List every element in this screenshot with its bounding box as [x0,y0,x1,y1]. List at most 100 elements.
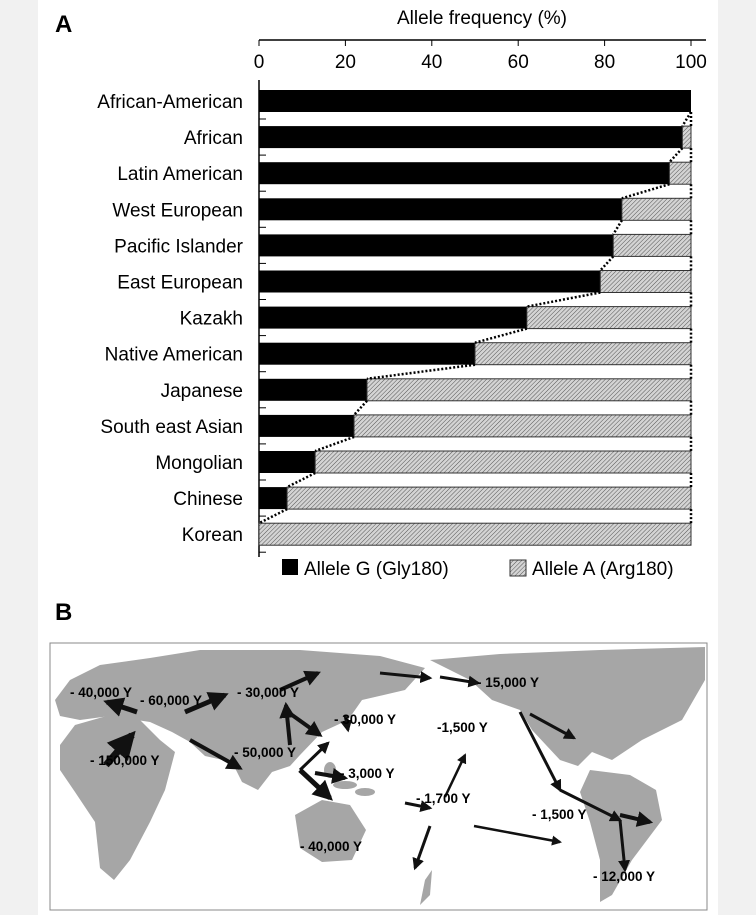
migration-arrow [518,711,562,793]
map-time-label: -1,500 Y [437,720,488,735]
map-time-label: - 12,000 Y [593,869,655,884]
category-label: Japanese [161,381,243,402]
land-australia [295,800,366,862]
connector-line [681,111,693,127]
migration-arrow [529,712,577,740]
map-time-label: - 3,000 Y [340,766,395,781]
bar-allele-g [259,414,355,437]
map-time-label: - 30,000 Y [237,685,299,700]
connector-line [526,291,601,308]
map-time-label: - 40,000 Y [70,685,132,700]
land-eurasia [55,650,425,790]
migration-arrow [443,753,467,798]
category-label: Kazakh [180,309,243,330]
bar-allele-g [259,198,622,221]
map-time-label: - 50,000 Y [234,745,296,760]
connector-line [621,183,670,200]
category-label: Pacific Islander [114,236,244,257]
connector-line [258,507,288,525]
migration-arrow [184,692,229,715]
land-island [355,788,375,796]
category-label: South east Asian [100,417,243,438]
bar-allele-g [259,90,691,112]
migration-arrow [340,714,353,733]
category-label: Chinese [173,489,243,510]
category-label: African-American [97,92,243,113]
bar-allele-a [599,270,692,293]
x-tick-label: 100 [675,52,707,73]
bar-allele-g [259,270,601,293]
bar-allele-g [259,342,475,365]
land-north-america [430,647,705,766]
bar-allele-g [259,306,527,329]
category-label: East European [117,273,243,294]
migration-arrow [619,811,654,827]
migration-arrow [314,768,349,784]
bar-allele-g [259,451,316,473]
bar-allele-g [259,487,288,510]
migration-arrows [103,670,654,873]
connector-line [286,471,316,489]
legend-swatch-allele-g [282,559,298,575]
land-africa [60,715,175,880]
map-time-label: - 1,500 Y [532,807,587,822]
migration-arrow [298,741,330,772]
migration-arrow [412,825,432,871]
migration-arrow [103,730,136,768]
map-time-label: - 1,700 Y [416,791,471,806]
connector-line [668,147,684,164]
x-tick-label: 60 [508,52,529,73]
x-axis-title: Allele frequency (%) [397,8,567,29]
land-island [333,781,357,789]
connector-line [314,435,355,453]
connector-line [353,399,368,416]
category-label: Native American [105,345,243,366]
land-new-zealand [420,870,432,905]
migration-arrow [189,738,243,770]
bar-allele-g [259,234,614,257]
migration-arrow [298,768,333,801]
bar-allele-a [366,378,692,402]
bar-allele-a [668,161,692,185]
bar-allele-a [621,197,692,221]
migration-arrow [439,675,481,688]
land-masses [55,647,705,905]
legend: Allele G (Gly180) Allele A (Arg180) [282,559,674,580]
bar-allele-a [314,450,692,474]
category-label: West European [112,200,243,221]
bar-allele-g [259,378,367,401]
bar-allele-g [259,162,670,185]
legend-label-allele-g: Allele G (Gly180) [304,559,449,580]
migration-arrow [279,670,321,692]
migration-arrow [473,824,562,846]
map-labels: - 40,000 Y - 60,000 Y - 30,000 Y - 15,000 Y… [70,675,655,884]
migration-map: - 40,000 Y - 60,000 Y - 30,000 Y - 15,000 Y… [49,642,708,911]
migration-arrow [559,788,623,822]
category-label: Mongolian [155,453,243,474]
migration-arrow [404,800,433,813]
map-time-label: - 15,000 Y [477,675,539,690]
panel-label-b: B [55,599,72,626]
connector-line [599,255,615,272]
category-label: Korean [182,525,243,546]
migration-arrow [103,697,138,717]
x-tick-label: 80 [594,52,615,73]
connector-line [612,219,623,236]
category-label: African [184,128,243,149]
bar-allele-a [286,486,692,510]
connector-line [474,327,528,344]
bar-allele-g [259,126,683,149]
migration-arrow [379,671,433,684]
legend-swatch-allele-a [509,559,527,577]
map-time-label: - 60,000 Y [140,693,202,708]
bar-allele-a [474,342,692,366]
category-label: Latin American [117,164,243,185]
bar-allele-a [258,522,692,546]
map-time-label: - 40,000 Y [300,839,362,854]
x-tick-label: 40 [421,52,442,73]
migration-arrow [618,819,631,873]
x-tick-label: 20 [335,52,356,73]
map-time-label: - 30,000 Y [334,712,396,727]
legend-label-allele-a: Allele A (Arg180) [532,559,674,580]
